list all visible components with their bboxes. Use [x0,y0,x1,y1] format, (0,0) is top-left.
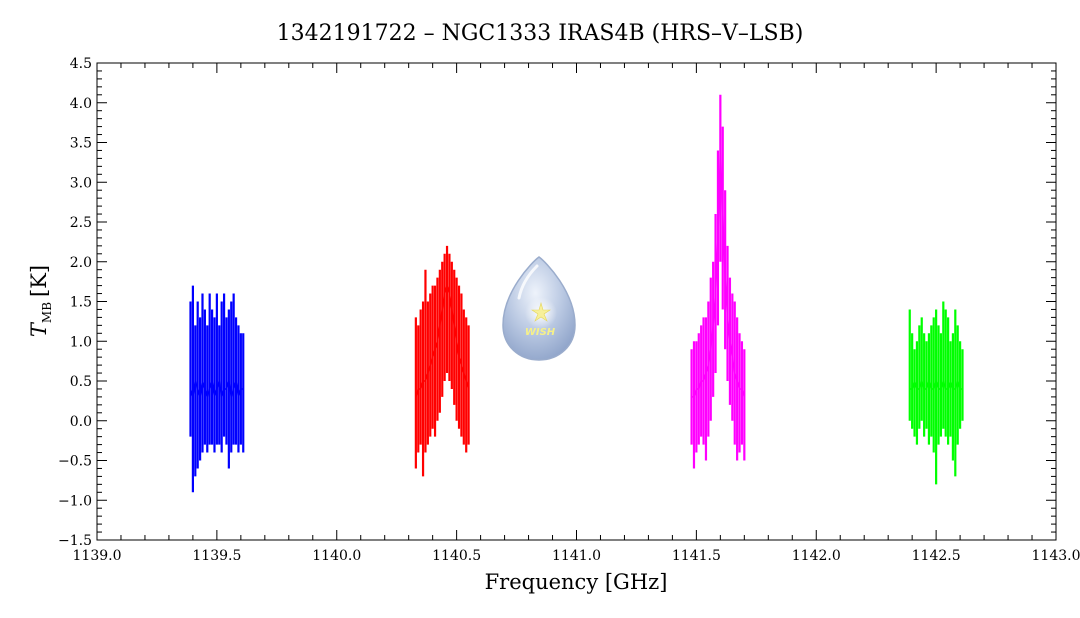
axes-layer: 1139.0 1139.5 1140.0 1140.5 1141.0 1141.5 1142… [58,56,1080,564]
y-tick-label: 3.0 [70,175,92,191]
series-2 [414,245,470,477]
chart-title: 1342191722 – NGC1333 IRAS4B (HRS–V–LSB) [277,21,804,46]
y-tick-label: 1.5 [70,295,92,311]
x-tick-label: 1140.5 [432,548,481,564]
x-tick-label: 1141.5 [672,548,721,564]
series-4-line [909,378,963,390]
series-1 [189,285,245,493]
x-tick-label: 1142.0 [792,548,841,564]
series-3-line [691,150,746,398]
y-tick-label: 2.5 [70,215,92,231]
logo-wordmark: WISH [525,327,556,338]
data-layer [189,94,964,493]
plot-frame [96,62,1057,541]
x-tick-label: 1142.5 [912,548,961,564]
y-tick-label: −1.5 [58,533,92,549]
x-axis-label: Frequency [GHz] [485,570,668,594]
wish-logo: WISH [502,256,576,361]
x-tick-label: 1139.0 [73,548,122,564]
y-tick-label: 3.5 [70,136,92,152]
y-axis-subscript: MB [40,302,54,323]
x-tick-label: 1141.0 [552,548,601,564]
y-tick-label: 0.0 [70,414,92,430]
series-2-line [415,282,470,398]
y-tick-label: 2.0 [70,255,92,271]
y-axis-symbol: T [27,321,51,337]
y-tick-label: 4.0 [70,96,92,112]
star-icon [531,301,551,322]
x-tick-label: 1139.5 [192,548,241,564]
series-4 [908,301,964,485]
y-tick-label: −0.5 [58,454,92,470]
y-tick-label: −1.0 [58,493,92,509]
x-tick-label: 1143.0 [1032,548,1080,564]
y-tick-label: 1.0 [70,334,92,350]
y-tick-label: 4.5 [70,56,92,72]
y-axis-label: TMB [K] [27,265,54,337]
y-axis-unit: [K] [27,265,51,297]
series-3 [690,94,746,469]
y-tick-label: 0.5 [70,374,92,390]
x-tick-label: 1140.0 [312,548,361,564]
series-1-line [189,380,244,400]
